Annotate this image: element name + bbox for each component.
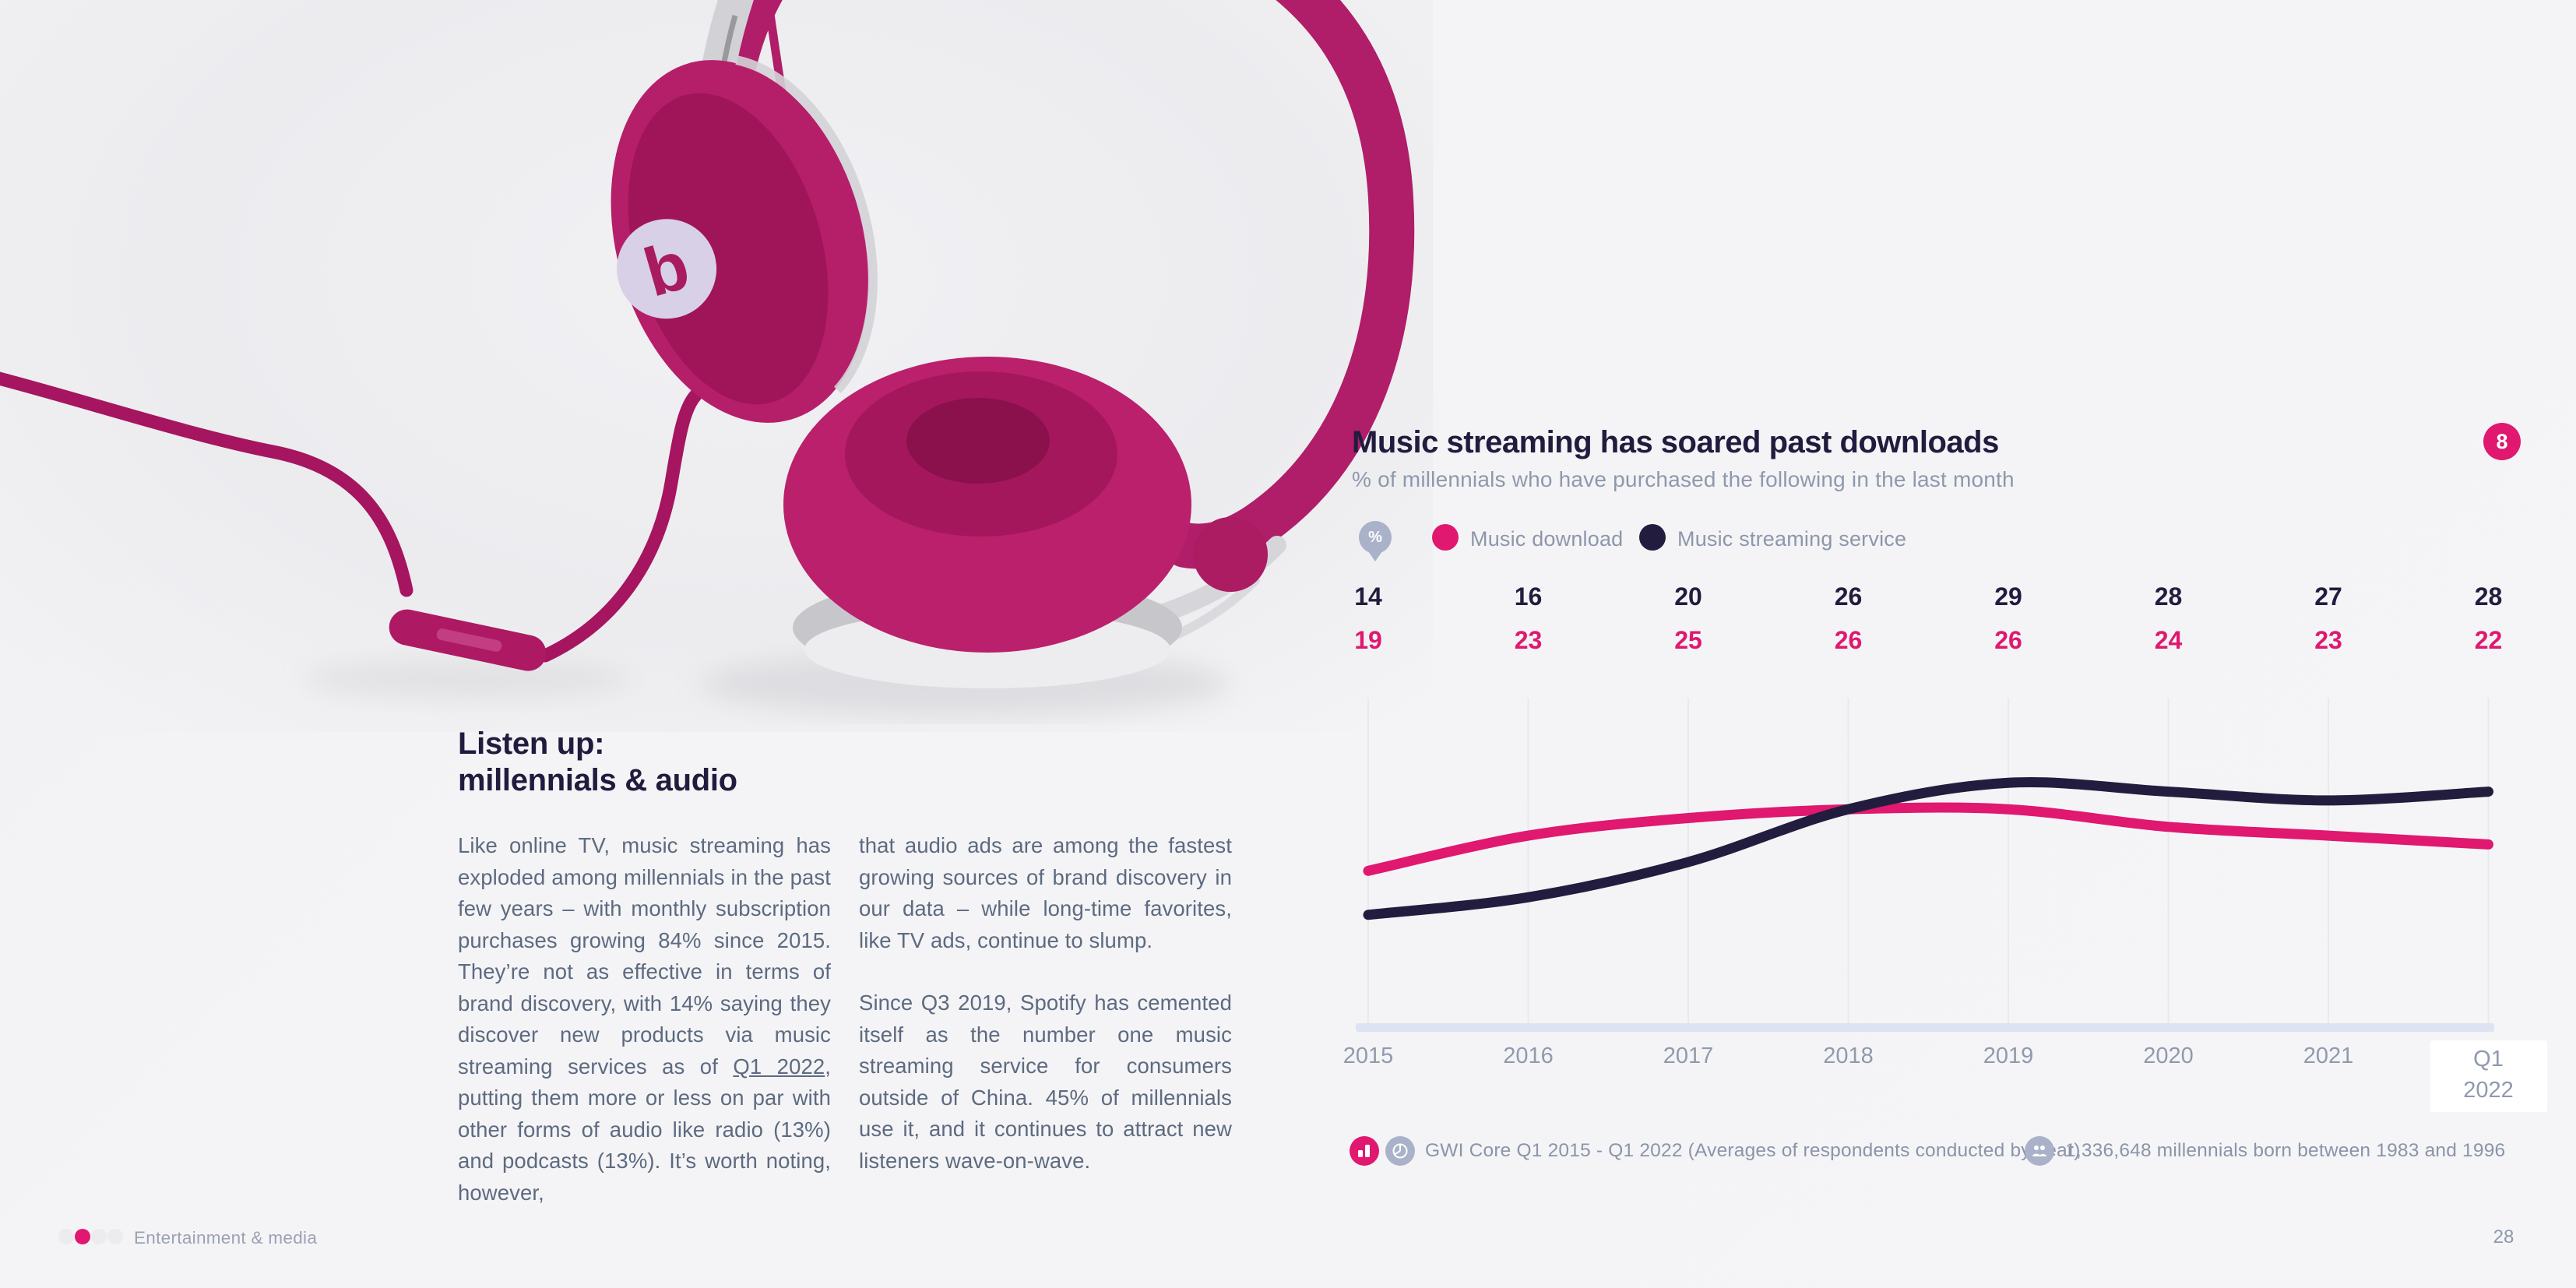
audience-text: 1,336,648 millennials born between 1983 …	[2065, 1140, 2506, 1161]
x-axis-label: 2020	[2143, 1043, 2194, 1068]
pie-chart-icon	[1385, 1136, 1415, 1166]
page-number: 28	[2493, 1226, 2514, 1248]
series-line-music-download	[1363, 802, 2493, 876]
source-text: GWI Core Q1 2015 - Q1 2022 (Averages of …	[1425, 1140, 2081, 1161]
headphones-photo: b	[0, 0, 1415, 716]
legend-label-music-streaming: Music streaming service	[1677, 527, 1907, 551]
article-paragraph: that audio ads are among the fastest gro…	[859, 833, 1232, 952]
legend-dot-music-download	[1432, 524, 1459, 551]
x-axis-label: 2017	[1663, 1043, 1714, 1068]
x-axis-label: 2021	[2303, 1043, 2354, 1068]
legend-label-music-download: Music download	[1470, 527, 1624, 551]
percent-pin-icon: %	[1359, 521, 1392, 554]
band-hinge	[1193, 517, 1268, 592]
paragraph-text: Like online TV, music streaming has expl…	[458, 833, 831, 1079]
headband	[706, 0, 1415, 569]
value-label: 28	[2474, 582, 2503, 611]
value-label: 29	[1994, 582, 2022, 611]
ear-cup: b	[611, 55, 878, 423]
cable	[538, 389, 702, 663]
article-column-2: that audio ads are among the fastest gro…	[859, 830, 1232, 1208]
x-axis-label: Q1 2022	[2430, 1040, 2547, 1112]
value-label: 20	[1674, 582, 1702, 611]
q1-2022-link[interactable]: Q1 2022	[733, 1054, 825, 1079]
value-label: 22	[2474, 626, 2503, 654]
article-heading-line1: Listen up:	[458, 727, 605, 761]
x-axis-label: 2019	[1983, 1043, 2034, 1068]
article-paragraph: Since Q3 2019, Spotify has cemented itse…	[859, 991, 1232, 1173]
slide-number-badge: 8	[2483, 423, 2521, 460]
percent-pin-tip	[1368, 551, 1382, 561]
section-label: Entertainment & media	[134, 1228, 318, 1248]
x-axis-label: 2015	[1343, 1043, 1394, 1068]
value-label: 14	[1354, 582, 1382, 611]
value-label: 26	[1834, 582, 1863, 611]
bar-chart-icon	[1350, 1136, 1379, 1166]
value-label: 26	[1834, 626, 1863, 654]
article-heading: Listen up: millennials & audio	[458, 726, 737, 799]
series-line-music-streaming-service	[1363, 777, 2493, 920]
x-axis-label: 2016	[1503, 1043, 1554, 1068]
article-heading-line2: millennials & audio	[458, 763, 737, 797]
value-label: 28	[2154, 582, 2183, 611]
axis-baseline	[1356, 1023, 2494, 1032]
cable-shadow	[304, 660, 631, 698]
progress-dot	[75, 1229, 90, 1244]
inline-remote	[389, 609, 547, 671]
value-label: 16	[1514, 582, 1543, 611]
value-label: 27	[2314, 582, 2342, 611]
value-label: 26	[1994, 626, 2022, 654]
chart-subtitle: % of millennials who have purchased the …	[1352, 467, 2015, 491]
article-column-1: Like online TV, music streaming has expl…	[458, 830, 831, 1240]
chart-title: Music streaming has soared past download…	[1352, 425, 1999, 459]
value-label: 25	[1674, 626, 1702, 654]
audience-icon	[2025, 1136, 2054, 1166]
brand-logo-disc	[617, 219, 717, 319]
x-axis-label: 2018	[1823, 1043, 1874, 1068]
progress-dot	[91, 1229, 107, 1244]
legend-dot-music-streaming	[1639, 524, 1666, 551]
paragraph-text: , putting them more or less on par with …	[458, 1054, 832, 1205]
value-label: 23	[1514, 626, 1543, 654]
value-label: 24	[2154, 626, 2183, 654]
progress-dot	[58, 1229, 74, 1244]
cable	[0, 371, 413, 597]
ear-cushion-hole	[906, 398, 1050, 484]
progress-dot	[107, 1229, 123, 1244]
value-label: 23	[2314, 626, 2342, 654]
value-label: 19	[1354, 626, 1382, 654]
article-paragraph: Like online TV, music streaming has expl…	[458, 830, 831, 1209]
